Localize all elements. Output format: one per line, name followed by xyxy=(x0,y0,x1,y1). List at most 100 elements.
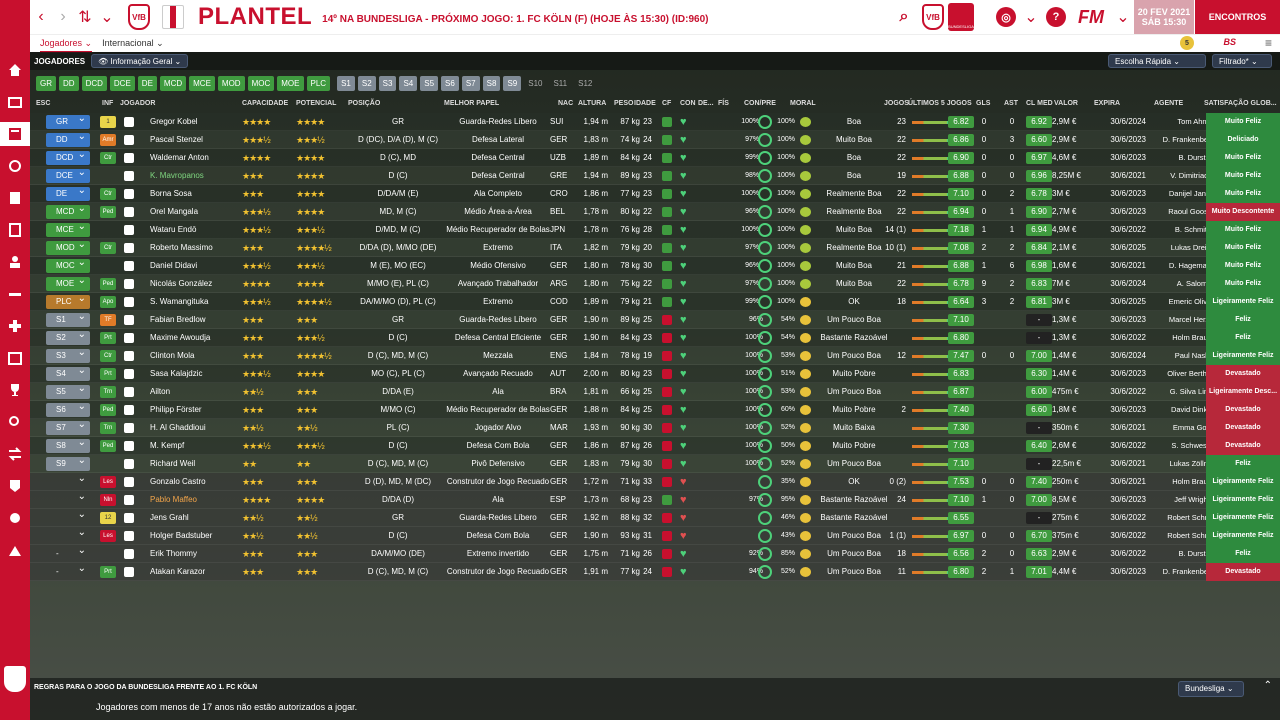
chip-s2[interactable]: S2 xyxy=(357,75,376,91)
chip-dd[interactable]: DD xyxy=(59,75,79,91)
table-row[interactable]: MCE Wataru Endō ★★★½ ★★★½ D/MD, M (C) Médio R… xyxy=(30,221,1280,239)
bundesliga-logo-icon[interactable]: BUNDESLIGA xyxy=(948,3,974,31)
lineup-selector[interactable]: DCD xyxy=(46,151,90,165)
player-name[interactable]: Pascal Stenzel xyxy=(150,135,203,144)
table-row[interactable]: MCD Ped Orel Mangala ★★★½ ★★★★ MD, M (C) Médio… xyxy=(30,203,1280,221)
col-gls[interactable]: GLS xyxy=(976,100,991,107)
finances-icon[interactable] xyxy=(0,506,30,530)
player-name[interactable]: Wataru Endō xyxy=(150,225,197,234)
lineup-selector[interactable]: DD xyxy=(46,133,90,147)
lineup-selector[interactable]: S6 xyxy=(46,403,90,417)
table-row[interactable]: Les Holger Badstuber ★★½ ★★½ D (C) Defesa Com… xyxy=(30,527,1280,545)
player-name[interactable]: K. Mavropanos xyxy=(150,171,204,180)
lineup-selector[interactable] xyxy=(46,475,90,489)
lineup-selector[interactable]: - xyxy=(46,565,90,579)
chip-s4[interactable]: S4 xyxy=(399,75,418,91)
squad-icon[interactable] xyxy=(0,122,30,146)
view-dropdown[interactable]: 👁 Informação Geral ⌄ xyxy=(91,54,189,68)
training-icon[interactable] xyxy=(0,282,30,306)
col-potencial[interactable]: POTENCIAL xyxy=(296,100,337,107)
col-capacidade[interactable]: CAPACIDADE xyxy=(242,100,289,107)
lineup-selector[interactable]: S2 xyxy=(46,331,90,345)
opponent-badge-icon[interactable]: VfB xyxy=(922,4,944,30)
player-name[interactable]: S. Wamangituka xyxy=(150,297,209,306)
lineup-selector[interactable]: S1 xyxy=(46,313,90,327)
lineup-selector[interactable]: S9 xyxy=(46,457,90,471)
chip-s8[interactable]: S8 xyxy=(482,75,501,91)
menu-chevron-icon[interactable]: ⌄ xyxy=(100,9,114,26)
player-name[interactable]: Borna Sosa xyxy=(150,189,192,198)
player-name[interactable]: H. Al Ghaddioui xyxy=(150,423,206,432)
chip-s6[interactable]: S6 xyxy=(441,75,459,91)
transfers-icon[interactable] xyxy=(0,442,30,466)
col-ultimos[interactable]: ÚLTIMOS 5 JOGOS xyxy=(908,100,972,107)
col-idade[interactable]: IDADE xyxy=(634,100,656,107)
col-melhor-papel[interactable]: MELHOR PAPEL xyxy=(444,100,500,107)
lineup-selector[interactable]: S4 xyxy=(46,367,90,381)
fm-dropdown-icon[interactable]: ⌄ xyxy=(1116,9,1130,26)
col-expira[interactable]: EXPIRA xyxy=(1094,100,1121,107)
table-row[interactable]: S2 Prt Maxime Awoudja ★★★ ★★★½ D (C) Defesa Ce… xyxy=(30,329,1280,347)
table-row[interactable]: MOD Ctr Roberto Massimo ★★★ ★★★★½ D/DA (D), M… xyxy=(30,239,1280,257)
search-icon[interactable]: ⌕ xyxy=(899,8,909,25)
table-row[interactable]: S3 Ctr Clinton Mola ★★★ ★★★★½ D (C), MD, M (C… xyxy=(30,347,1280,365)
lineup-selector[interactable] xyxy=(46,493,90,507)
chip-s9[interactable]: S9 xyxy=(503,75,522,91)
player-name[interactable]: Fabian Bredlow xyxy=(150,315,206,324)
player-name[interactable]: Daniel Didavi xyxy=(150,261,198,270)
fm-logo[interactable]: FM xyxy=(1078,6,1104,27)
player-name[interactable]: Maxime Awoudja xyxy=(150,333,211,342)
club-crest-icon[interactable] xyxy=(4,666,26,692)
col-cf[interactable]: CF xyxy=(662,100,672,107)
table-row[interactable]: S1 TF Fabian Bredlow ★★★ ★★★ GR Guarda-Redes L… xyxy=(30,311,1280,329)
player-name[interactable]: M. Kempf xyxy=(150,441,185,450)
chip-s12[interactable]: S12 xyxy=(578,78,593,88)
col-satisfacao[interactable]: SATISFAÇÃO GLOB... xyxy=(1204,100,1277,107)
lineup-selector[interactable]: MOD xyxy=(46,241,90,255)
table-row[interactable]: S9 Richard Weil ★★ ★★ D (C), MD, M (C) Pivô D… xyxy=(30,455,1280,473)
table-row[interactable]: S8 Ped M. Kempf ★★★½ ★★★½ D (C) Defesa Com Bol… xyxy=(30,437,1280,455)
dynamics-icon[interactable] xyxy=(0,154,30,178)
table-row[interactable]: DCD Ctr Waldemar Anton ★★★★ ★★★★ D (C), MD Def… xyxy=(30,149,1280,167)
help-icon[interactable]: ? xyxy=(1046,7,1066,27)
lineup-selector[interactable] xyxy=(46,529,90,543)
table-row[interactable]: 12 Jens Grahl ★★½ ★★½ GR Guarda-Redes Líbero G… xyxy=(30,509,1280,527)
globe-dropdown-icon[interactable]: ⌄ xyxy=(1024,9,1038,26)
chip-s3[interactable]: S3 xyxy=(378,75,397,91)
lineup-selector[interactable] xyxy=(46,511,90,525)
lineup-selector[interactable]: GR xyxy=(46,115,90,129)
lineup-selector[interactable]: S7 xyxy=(46,421,90,435)
table-row[interactable]: S6 Ped Philipp Förster ★★★ ★★★ M/MO (C) Médio … xyxy=(30,401,1280,419)
lineup-selector[interactable]: S3 xyxy=(46,349,90,363)
col-con[interactable]: CON xyxy=(680,100,696,107)
col-nac[interactable]: NAC xyxy=(558,100,574,107)
table-row[interactable]: MOC Daniel Didavi ★★★½ ★★★½ M (E), MO (EC) Mé… xyxy=(30,257,1280,275)
col-inf[interactable]: INF xyxy=(102,100,114,107)
competitions-icon[interactable] xyxy=(0,378,30,402)
table-row[interactable]: DECtrBorna Sosa★★★★★★★D/DA/M (E)Ala Comp… xyxy=(30,185,1280,203)
lineup-selector[interactable]: - xyxy=(46,547,90,561)
col-altura[interactable]: ALTURA xyxy=(578,100,607,107)
chip-de[interactable]: DE xyxy=(137,75,157,91)
tab-jogadores[interactable]: Jogadores ⌄ xyxy=(40,35,93,53)
lineup-selector[interactable]: DE xyxy=(46,187,90,201)
quick-pick-dropdown[interactable]: Escolha Rápida ⌄ xyxy=(1108,54,1206,68)
date-display[interactable]: 20 FEV 2021 SÁB 15:30 xyxy=(1134,0,1194,34)
player-name[interactable]: Roberto Massimo xyxy=(150,243,213,252)
table-row[interactable]: Les Gonzalo Castro ★★★ ★★★ D (D), MD, M (DC)… xyxy=(30,473,1280,491)
col-peso[interactable]: PESO xyxy=(614,100,634,107)
col-jogos[interactable]: JOGOS xyxy=(884,100,909,107)
player-name[interactable]: Erik Thommy xyxy=(150,549,197,558)
col-de[interactable]: DE... xyxy=(698,100,714,107)
calendar-icon[interactable] xyxy=(0,346,30,370)
chip-moc[interactable]: MOC xyxy=(247,75,275,91)
chip-mce[interactable]: MCE xyxy=(189,75,215,91)
table-row[interactable]: Nln Pablo Maffeo ★★★★ ★★★★ D/DA (D) Ala ESP 1,7… xyxy=(30,491,1280,509)
col-agente[interactable]: AGENTE xyxy=(1154,100,1184,107)
inbox-icon[interactable] xyxy=(0,90,30,114)
col-fis[interactable]: FÍS xyxy=(718,100,729,107)
chip-mcd[interactable]: MCD xyxy=(159,75,187,91)
chip-s11[interactable]: S11 xyxy=(553,78,568,88)
table-row[interactable]: PLC Apo S. Wamangituka ★★★½ ★★★★½ DA/M/MO (D)… xyxy=(30,293,1280,311)
development-icon[interactable] xyxy=(0,538,30,562)
